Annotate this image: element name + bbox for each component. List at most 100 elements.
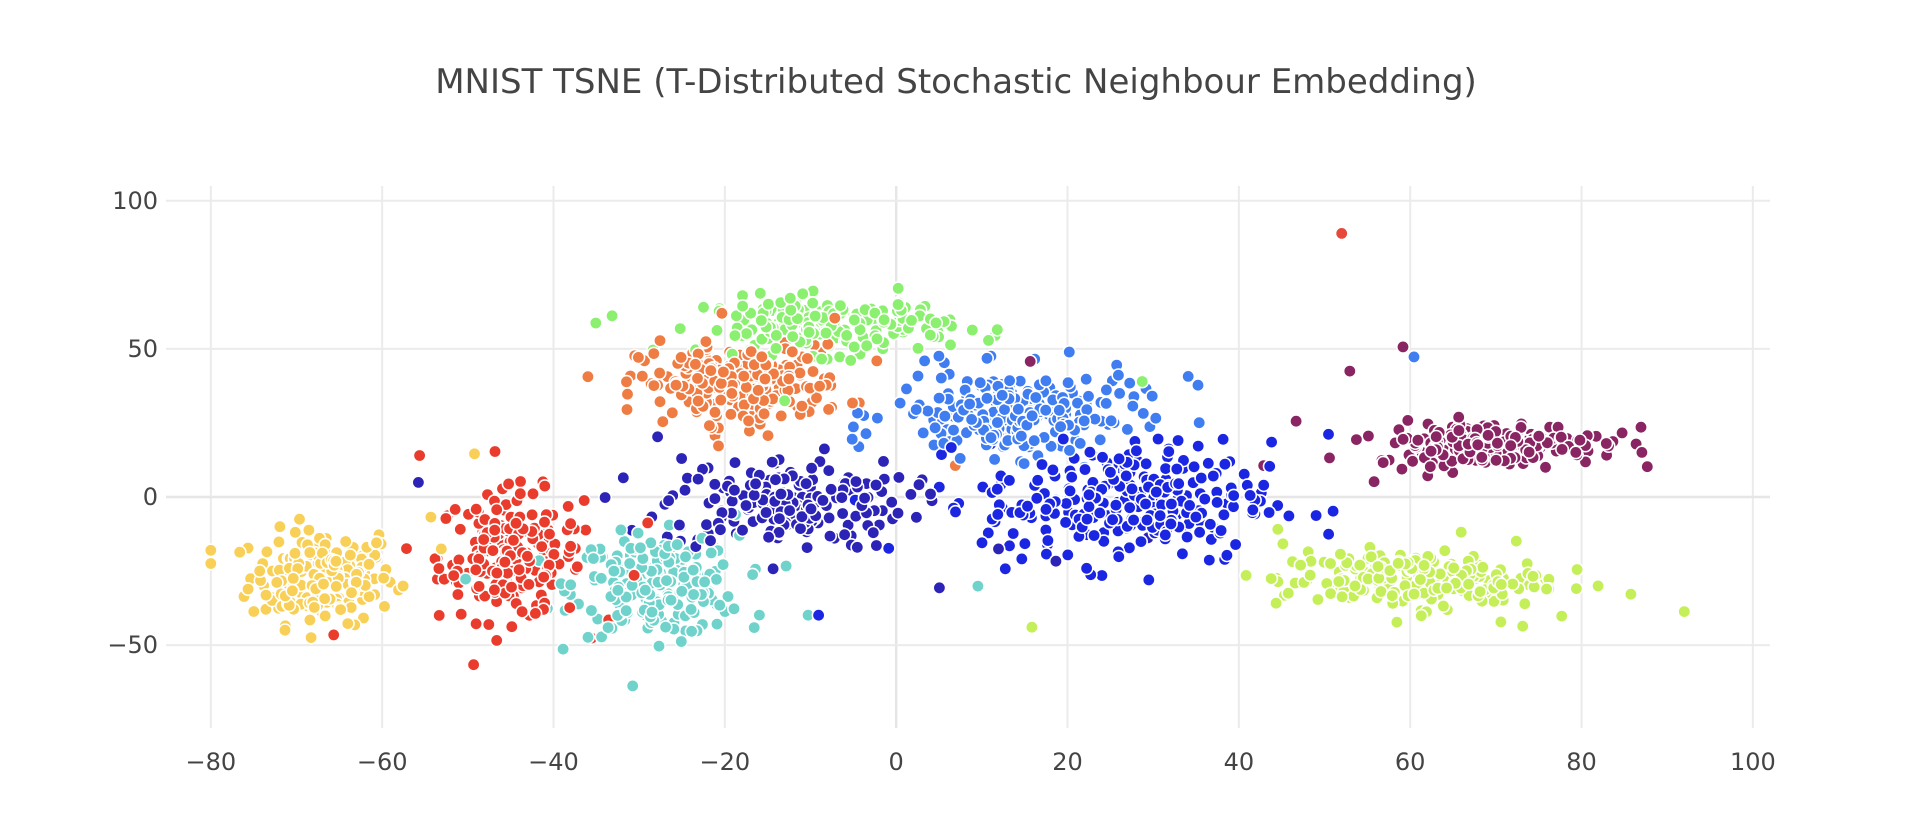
data-point xyxy=(707,491,722,506)
data-point xyxy=(990,507,1005,522)
data-point xyxy=(793,521,808,536)
data-point xyxy=(1060,547,1075,562)
data-point xyxy=(1334,226,1349,241)
data-point xyxy=(333,602,348,617)
data-point xyxy=(923,486,938,501)
data-point xyxy=(453,522,468,537)
data-point xyxy=(1030,473,1045,488)
data-point xyxy=(556,642,571,657)
data-point xyxy=(635,369,650,384)
data-point xyxy=(1125,399,1140,414)
data-point xyxy=(833,298,848,313)
data-point xyxy=(1201,456,1216,471)
data-point xyxy=(650,429,665,444)
data-point xyxy=(658,620,673,635)
data-point xyxy=(964,412,979,427)
data-point xyxy=(1161,444,1176,459)
data-point xyxy=(1058,515,1073,530)
data-point xyxy=(668,378,683,393)
data-point xyxy=(1070,396,1085,411)
data-point xyxy=(690,371,705,386)
data-point xyxy=(1396,339,1411,354)
data-point xyxy=(800,540,815,555)
data-point xyxy=(916,425,931,440)
data-point xyxy=(1405,454,1420,469)
data-point xyxy=(748,476,763,491)
data-point xyxy=(489,565,504,580)
data-point xyxy=(1145,389,1160,404)
data-point xyxy=(928,315,943,330)
data-point xyxy=(467,446,482,461)
data-point xyxy=(703,533,718,548)
data-point xyxy=(677,483,692,498)
data-point xyxy=(377,599,392,614)
data-point xyxy=(1099,396,1114,411)
data-point xyxy=(613,522,628,537)
data-point xyxy=(271,534,286,549)
data-point xyxy=(981,333,996,348)
data-point xyxy=(640,515,655,530)
data-point xyxy=(785,329,800,344)
data-point xyxy=(1226,488,1241,503)
data-point xyxy=(1321,527,1336,542)
data-point xyxy=(1376,455,1391,470)
data-point xyxy=(1078,462,1093,477)
data-point xyxy=(847,312,862,327)
data-point xyxy=(1391,556,1406,571)
data-point xyxy=(1079,372,1094,387)
data-point xyxy=(432,608,447,623)
data-point xyxy=(1281,508,1296,523)
data-point xyxy=(329,579,344,594)
data-point xyxy=(631,350,646,365)
data-point xyxy=(1270,522,1285,537)
data-point xyxy=(287,546,302,561)
data-point xyxy=(1461,577,1476,592)
data-point xyxy=(598,490,613,505)
data-point xyxy=(1333,547,1348,562)
data-point xyxy=(1439,580,1454,595)
data-point xyxy=(674,584,689,599)
data-point xyxy=(520,549,535,564)
data-point xyxy=(890,506,905,521)
data-point xyxy=(727,455,742,470)
data-point xyxy=(1191,378,1206,393)
data-point xyxy=(735,299,750,314)
data-point xyxy=(340,616,355,631)
data-point xyxy=(468,562,483,577)
data-point xyxy=(369,535,384,550)
data-point xyxy=(1615,425,1630,440)
data-point xyxy=(605,308,620,323)
data-point xyxy=(808,308,823,323)
data-point xyxy=(673,321,688,336)
data-point xyxy=(1473,584,1488,599)
data-point xyxy=(1028,390,1043,405)
data-point xyxy=(1180,529,1195,544)
data-point xyxy=(1342,364,1357,379)
data-point xyxy=(1281,586,1296,601)
data-point xyxy=(678,549,693,564)
data-point xyxy=(759,505,774,520)
data-point xyxy=(638,583,653,598)
data-point xyxy=(765,455,780,470)
data-point xyxy=(1474,450,1489,465)
data-point xyxy=(646,378,661,393)
data-point xyxy=(713,522,728,537)
data-point xyxy=(779,558,794,573)
data-point xyxy=(501,476,516,491)
data-point xyxy=(1451,410,1466,425)
tick-labels: −80 −60 −40 −20 0 20 40 60 80 100 −50 0 50 100 xyxy=(107,187,1775,776)
data-point xyxy=(1029,491,1044,506)
data-point xyxy=(817,441,832,456)
data-point xyxy=(1309,508,1324,523)
data-point xyxy=(670,537,685,552)
data-point xyxy=(837,527,852,542)
data-point xyxy=(741,413,756,428)
data-point xyxy=(903,487,918,502)
data-point xyxy=(466,657,481,672)
data-point xyxy=(580,630,595,645)
data-point xyxy=(995,388,1010,403)
data-point xyxy=(1269,596,1284,611)
data-point xyxy=(859,338,874,353)
data-point xyxy=(794,399,809,414)
data-point xyxy=(738,498,753,513)
